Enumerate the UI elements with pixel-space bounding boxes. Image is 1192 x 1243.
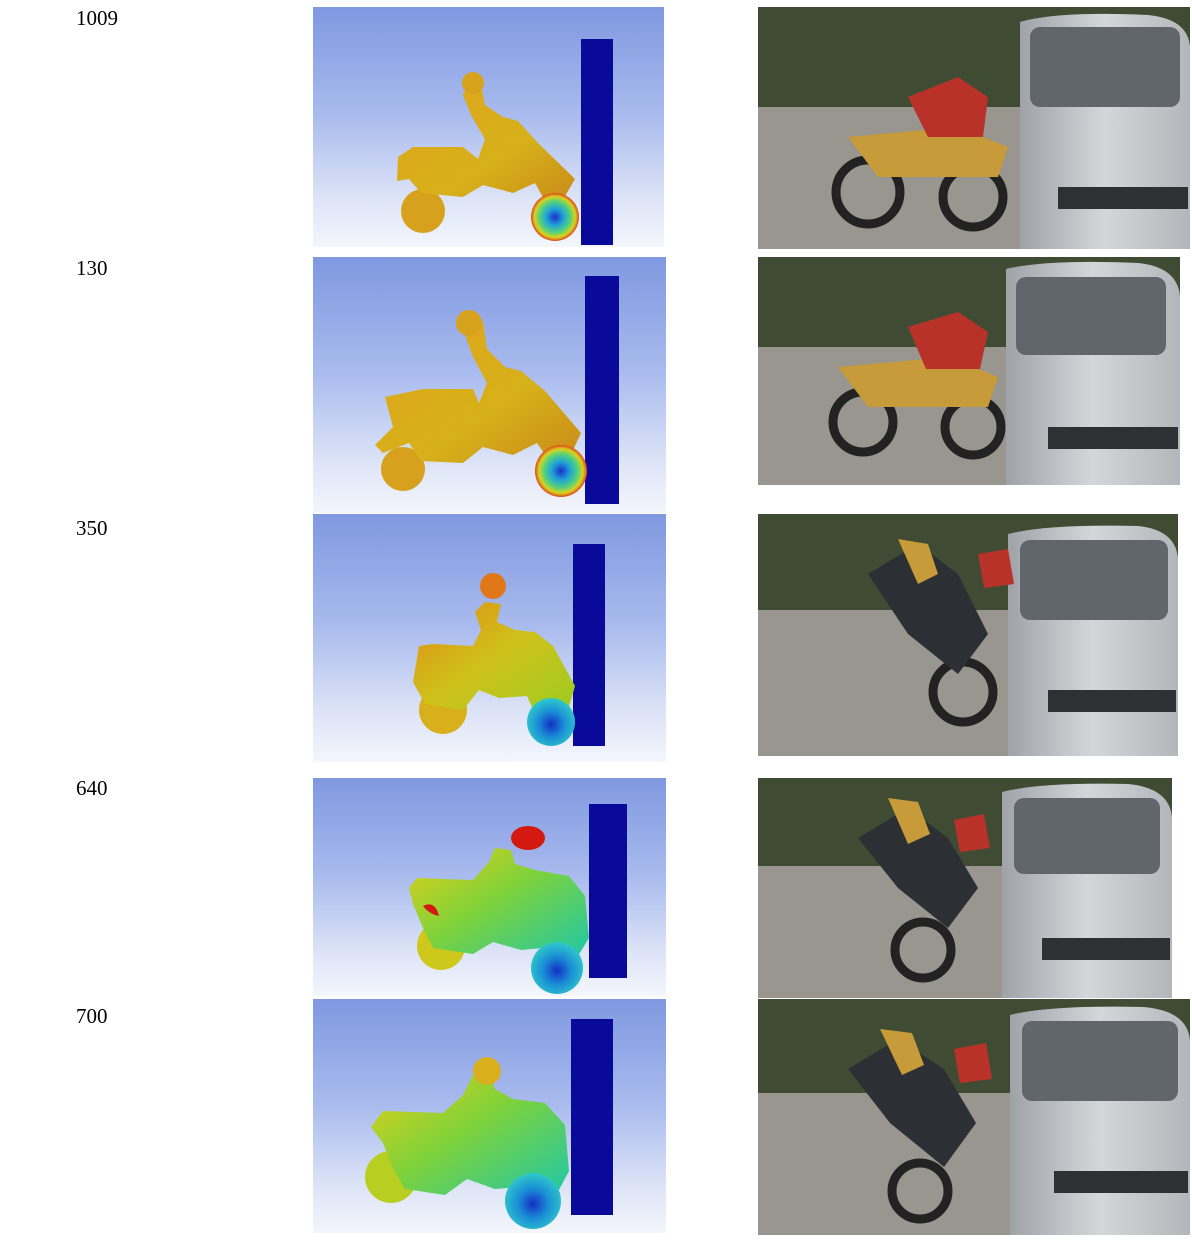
photo-image xyxy=(758,257,1180,485)
simulation-frame xyxy=(313,514,666,762)
crash-test-photo xyxy=(758,778,1172,998)
photo-image xyxy=(758,778,1172,998)
simulation-image xyxy=(375,276,619,504)
simulation-image xyxy=(413,544,605,746)
time-label: 700 xyxy=(76,1004,108,1028)
comparison-row-2: 130 xyxy=(0,250,1192,513)
photo-image xyxy=(758,514,1178,756)
time-label: 130 xyxy=(76,256,108,280)
simulation-image xyxy=(409,804,627,994)
crash-test-photo xyxy=(758,7,1190,249)
simulation-frame xyxy=(313,257,666,513)
time-label: 640 xyxy=(76,776,108,800)
simulation-image xyxy=(397,39,613,245)
crash-test-photo xyxy=(758,514,1178,756)
simulation-frame xyxy=(313,778,666,996)
comparison-row-1: 1009 xyxy=(0,0,1192,250)
comparison-row-3: 350 xyxy=(0,510,1192,770)
comparison-row-4: 640 xyxy=(0,770,1192,998)
crash-test-photo xyxy=(758,257,1180,485)
comparison-row-5: 700 xyxy=(0,998,1192,1243)
simulation-image xyxy=(365,1019,613,1229)
time-label: 350 xyxy=(76,516,108,540)
crash-test-photo xyxy=(758,999,1190,1235)
photo-image xyxy=(758,999,1190,1235)
simulation-frame xyxy=(313,999,666,1233)
photo-image xyxy=(758,7,1190,249)
time-label: 1009 xyxy=(76,6,118,30)
simulation-frame xyxy=(313,7,664,247)
